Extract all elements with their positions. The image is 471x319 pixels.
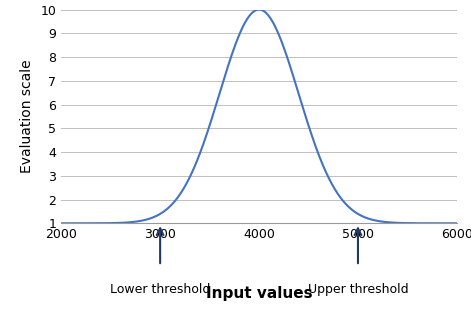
Text: Lower threshold: Lower threshold [110,283,211,296]
Text: Upper threshold: Upper threshold [308,283,408,296]
X-axis label: Input values: Input values [206,286,312,300]
Y-axis label: Evaluation scale: Evaluation scale [20,60,33,173]
